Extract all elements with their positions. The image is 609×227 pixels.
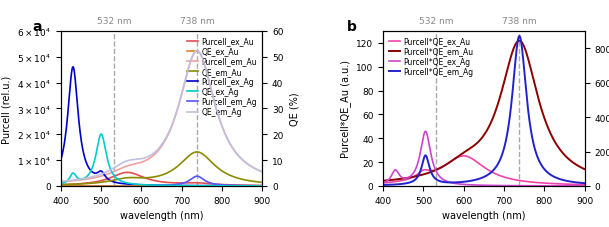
Text: 738 nm: 738 nm bbox=[502, 17, 537, 26]
Y-axis label: Purcell (rel.u.): Purcell (rel.u.) bbox=[2, 75, 12, 143]
Text: a: a bbox=[33, 20, 42, 33]
Y-axis label: QE (%): QE (%) bbox=[289, 92, 299, 126]
Text: b: b bbox=[347, 20, 357, 33]
Y-axis label: Purcell*QE_Au (a.u.): Purcell*QE_Au (a.u.) bbox=[340, 60, 351, 158]
Text: 738 nm: 738 nm bbox=[180, 17, 214, 26]
Text: 532 nm: 532 nm bbox=[97, 17, 132, 26]
X-axis label: wavelength (nm): wavelength (nm) bbox=[442, 210, 526, 220]
Text: 532 nm: 532 nm bbox=[419, 17, 454, 26]
Legend: Purcell*QE_ex_Au, Purcell*QE_em_Au, Purcell*QE_ex_Ag, Purcell*QE_em_Ag: Purcell*QE_ex_Au, Purcell*QE_em_Au, Purc… bbox=[387, 36, 474, 78]
X-axis label: wavelength (nm): wavelength (nm) bbox=[120, 210, 203, 220]
Legend: Purcell_ex_Au, QE_ex_Au, Purcell_em_Au, QE_em_Au, Purcell_ex_Ag, QE_ex_Ag, Purce: Purcell_ex_Au, QE_ex_Au, Purcell_em_Au, … bbox=[185, 36, 258, 118]
